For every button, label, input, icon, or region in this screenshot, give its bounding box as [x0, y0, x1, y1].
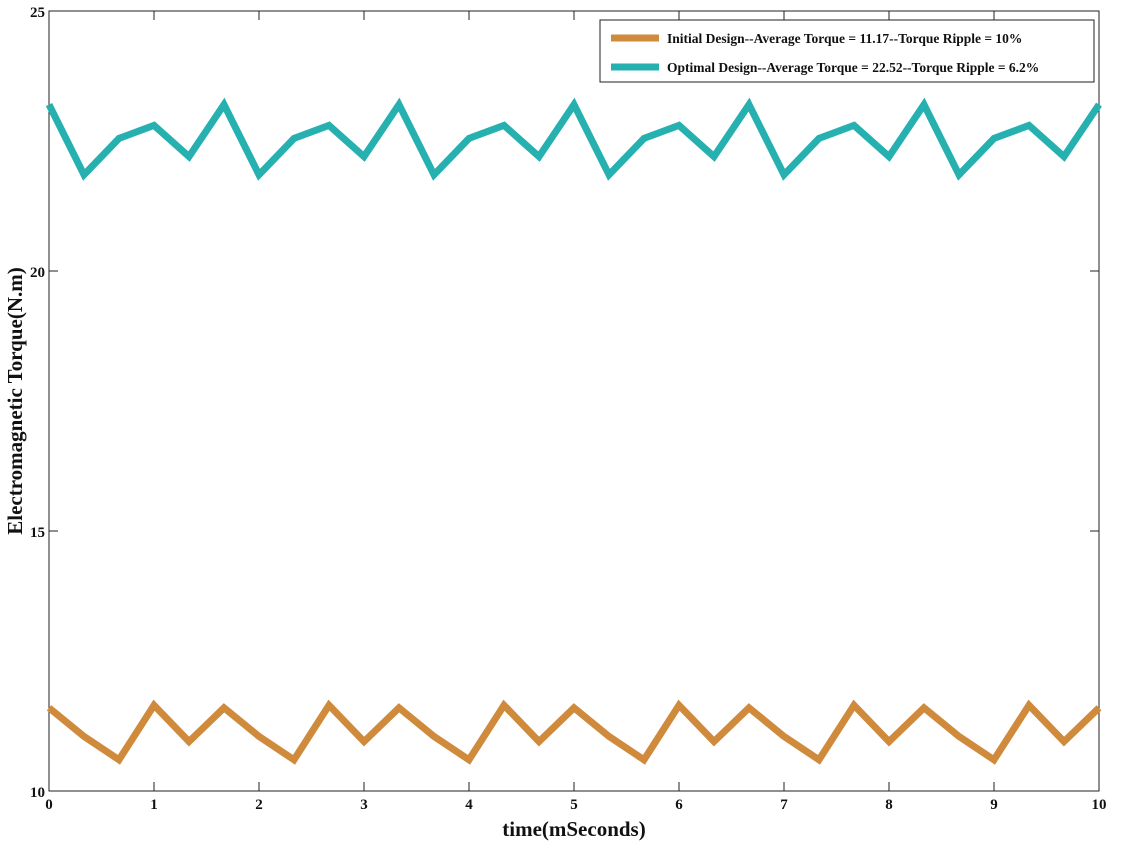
ticks-layer: 0 1 2 3 4 5 6 7 8 9 10 10 15 20 25 — [30, 5, 1107, 813]
y-tick-label: 10 — [30, 785, 45, 801]
legend: Initial Design--Average Torque = 11.17--… — [599, 19, 1095, 83]
x-tick-label: 4 — [465, 797, 473, 813]
series-layer — [45, 97, 1102, 765]
x-tick-label: 2 — [255, 797, 263, 813]
x-tick-label: 9 — [990, 797, 998, 813]
series-line-initial-design — [46, 699, 1102, 765]
y-tick-label: 20 — [30, 265, 45, 281]
x-tick-label: 0 — [45, 797, 53, 813]
legend-entry-label: Initial Design--Average Torque = 11.17--… — [667, 31, 1022, 46]
x-tick-label: 7 — [780, 797, 788, 813]
x-tick-label: 6 — [675, 797, 683, 813]
series-line-optimal-design — [45, 97, 1102, 181]
x-tick-label: 3 — [360, 797, 368, 813]
y-axis-label: Electromagnetic Torque(N.m) — [3, 267, 27, 535]
x-tick-label: 5 — [570, 797, 578, 813]
x-tick-label: 8 — [885, 797, 893, 813]
legend-entry-label: Optimal Design--Average Torque = 22.52--… — [667, 60, 1039, 75]
legend-box — [599, 19, 1095, 83]
x-axis-label: time(mSeconds) — [502, 817, 645, 841]
x-tick-label: 10 — [1092, 797, 1107, 813]
x-tick-label: 1 — [150, 797, 158, 813]
y-tick-label: 15 — [30, 525, 45, 541]
y-tick-label: 25 — [30, 5, 45, 21]
